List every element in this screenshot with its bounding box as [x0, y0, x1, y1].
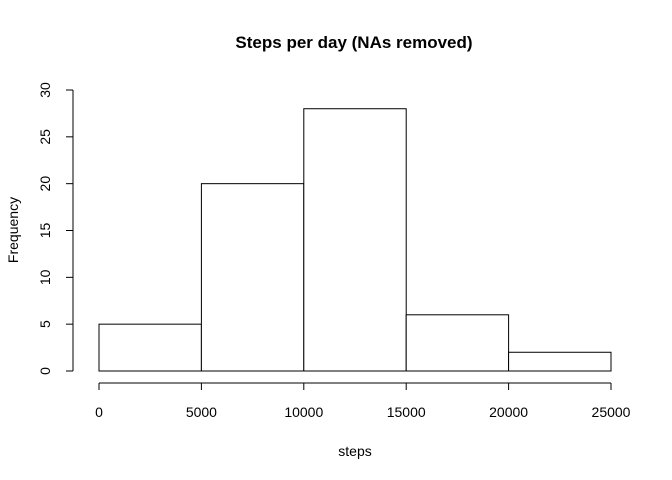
y-tick-label: 5 [37, 320, 53, 328]
x-tick-label: 15000 [387, 404, 426, 420]
y-axis: 0 5 10 15 20 25 30 [37, 82, 74, 375]
x-tick-label: 0 [95, 404, 103, 420]
y-tick-label: 30 [37, 82, 53, 98]
chart-title: Steps per day (NAs removed) [235, 33, 472, 52]
x-axis: 0 5000 10000 15000 20000 25000 [95, 382, 631, 420]
x-tick-label: 25000 [592, 404, 631, 420]
histogram-bar [200, 183, 305, 372]
bars-group [98, 108, 612, 372]
x-tick-label: 5000 [186, 404, 217, 420]
y-tick-label: 15 [37, 223, 53, 239]
histogram-bar [303, 108, 407, 372]
x-tick-label: 10000 [284, 404, 323, 420]
x-tick-label: 20000 [489, 404, 528, 420]
x-axis-label: steps [338, 443, 371, 459]
y-tick-label: 0 [37, 367, 53, 375]
histogram-bar [405, 314, 510, 372]
y-tick-label: 20 [37, 176, 53, 192]
y-axis-label: Frequency [5, 197, 21, 263]
y-tick-label: 25 [37, 129, 53, 145]
y-tick-label: 10 [37, 269, 53, 285]
histogram-bar [508, 351, 612, 372]
histogram-bar [98, 323, 202, 372]
